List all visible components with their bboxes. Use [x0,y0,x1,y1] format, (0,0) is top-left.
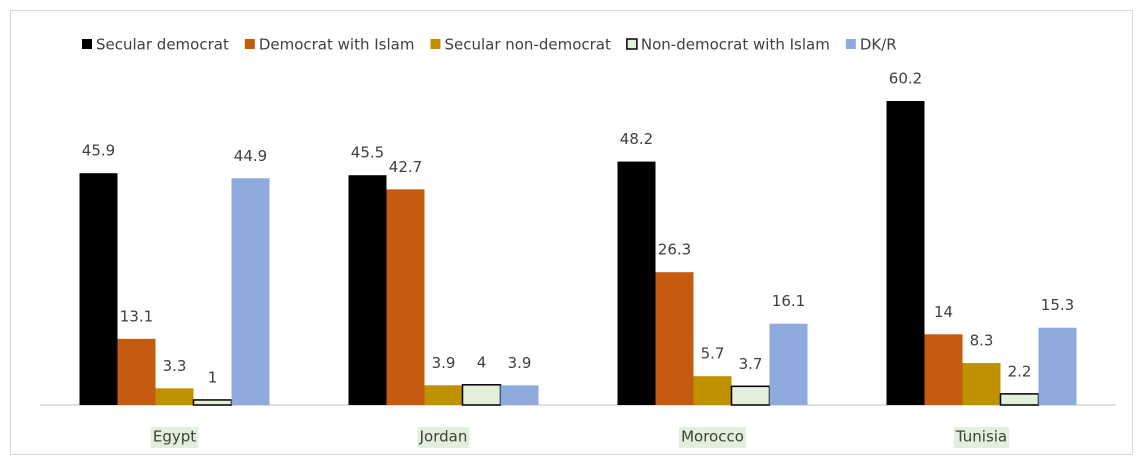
legend-label: Secular democrat [96,36,229,54]
data-label: 48.2 [620,130,653,148]
bar [962,363,1001,405]
legend-swatch [626,38,638,50]
data-label: 44.9 [234,147,267,165]
x-tick-label: Morocco [681,428,744,446]
x-tick-highlight [417,427,470,448]
legend-label: DK/R [860,36,897,54]
data-label: 60.2 [889,69,922,87]
data-label: 14 [934,303,953,321]
bar [617,161,656,405]
data-label: 45.5 [351,144,384,162]
data-label: 3.9 [508,354,532,372]
bar [655,272,694,405]
legend-swatch [244,39,255,49]
data-label: 1 [208,368,218,386]
x-tick-label: Jordan [419,428,468,446]
bar [117,338,156,405]
data-label: 2.2 [1008,362,1032,380]
legend-swatch [845,39,856,49]
bar [424,385,463,405]
bar [192,399,233,406]
data-label: 15.3 [1041,296,1074,314]
bar [155,388,194,405]
legend-label: Non-democrat with Islam [641,36,830,54]
data-label: 3.3 [163,357,187,375]
data-label: 8.3 [970,332,994,350]
x-tick-highlight [150,427,199,448]
legend-label: Democrat with Islam [259,36,415,54]
data-label: 42.7 [389,158,422,176]
bar [769,323,808,405]
legend-swatch [430,39,441,49]
data-label: 3.7 [739,355,763,373]
data-label: 26.3 [658,241,691,259]
bar [348,175,387,405]
bar [386,189,425,405]
bar [461,384,502,406]
data-label: 13.1 [120,307,153,325]
bar [79,173,118,405]
x-tick-highlight [953,427,1010,448]
x-tick-label: Tunisia [955,428,1007,446]
bar [924,334,963,405]
bar [886,100,925,406]
bar [999,393,1040,406]
bar [730,385,771,406]
bar [500,385,539,405]
data-label: 5.7 [701,345,725,363]
legend-swatch [82,39,92,49]
data-label: 4 [477,353,487,371]
data-label: 45.9 [82,142,115,160]
bar [693,376,732,405]
bar [1038,327,1077,405]
bar [231,178,270,405]
data-label: 16.1 [772,292,805,310]
x-tick-highlight [679,427,746,448]
legend-label: Secular non-democrat [444,36,611,54]
x-tick-label: Egypt [153,428,196,446]
data-label: 3.9 [432,354,456,372]
